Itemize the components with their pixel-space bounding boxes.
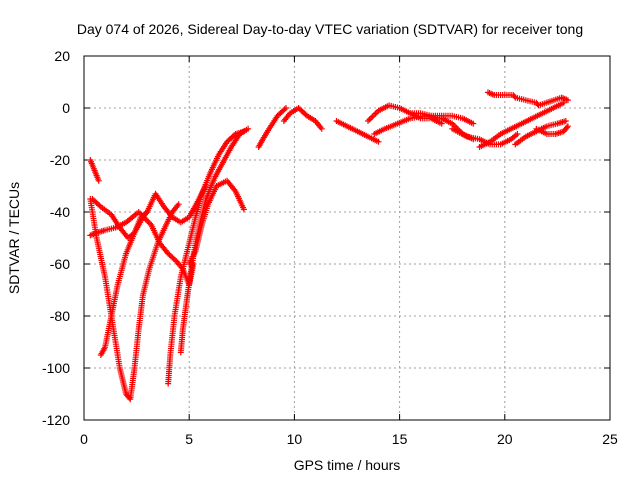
grid-lines xyxy=(84,56,610,420)
data-points xyxy=(87,89,571,403)
x-tick-label: 10 xyxy=(287,431,303,447)
y-tick-label: -20 xyxy=(50,152,70,168)
data-point xyxy=(438,120,445,127)
data-point xyxy=(318,125,325,132)
series-track-20 xyxy=(484,89,571,109)
series-track-11 xyxy=(280,105,325,132)
data-point xyxy=(240,206,247,213)
data-point xyxy=(564,97,571,104)
y-tick-label: -120 xyxy=(42,412,70,428)
x-tick-label: 25 xyxy=(602,431,618,447)
data-point xyxy=(511,93,518,100)
series-track-8 xyxy=(186,177,247,267)
x-axis-label: GPS time / hours xyxy=(294,457,401,473)
series-track-17 xyxy=(476,99,567,150)
data-point xyxy=(203,183,210,189)
chart-title: Day 074 of 2026, Sidereal Day-to-day VTE… xyxy=(77,21,583,37)
data-point xyxy=(245,125,252,132)
data-point xyxy=(564,123,571,130)
series-track-10 xyxy=(255,105,289,150)
x-tick-label: 5 xyxy=(185,431,193,447)
series-track-19 xyxy=(533,123,571,137)
y-tick-label: -40 xyxy=(50,204,70,220)
data-point xyxy=(282,105,289,111)
y-axis-label: SDTVAR / TECUs xyxy=(6,182,22,294)
series-track-6 xyxy=(165,128,247,387)
y-tick-label: 20 xyxy=(54,48,70,64)
data-point xyxy=(95,177,102,184)
series-track-7 xyxy=(177,125,252,356)
series-track-1 xyxy=(87,157,102,184)
x-tick-label: 0 xyxy=(80,431,88,447)
y-tick-label: -80 xyxy=(50,308,70,324)
x-tick-label: 15 xyxy=(392,431,408,447)
y-tick-label: 0 xyxy=(62,100,70,116)
data-point xyxy=(514,131,521,137)
x-axis-ticks: 0 5 10 15 20 25 xyxy=(80,56,618,447)
series-track-9 xyxy=(144,183,210,226)
x-tick-label: 20 xyxy=(497,431,513,447)
series-track-15 xyxy=(407,110,477,127)
data-point xyxy=(562,118,569,124)
data-point xyxy=(144,217,151,224)
plot-frame xyxy=(83,55,611,421)
data-point xyxy=(375,138,382,145)
y-tick-label: -100 xyxy=(42,360,70,376)
data-point xyxy=(145,219,152,226)
y-tick-label: -60 xyxy=(50,256,70,272)
series-track-5 xyxy=(87,209,197,288)
series-track-12 xyxy=(333,118,382,145)
data-point xyxy=(175,201,182,208)
series-track-4 xyxy=(89,196,151,241)
data-point xyxy=(470,120,477,127)
data-point xyxy=(563,124,570,131)
